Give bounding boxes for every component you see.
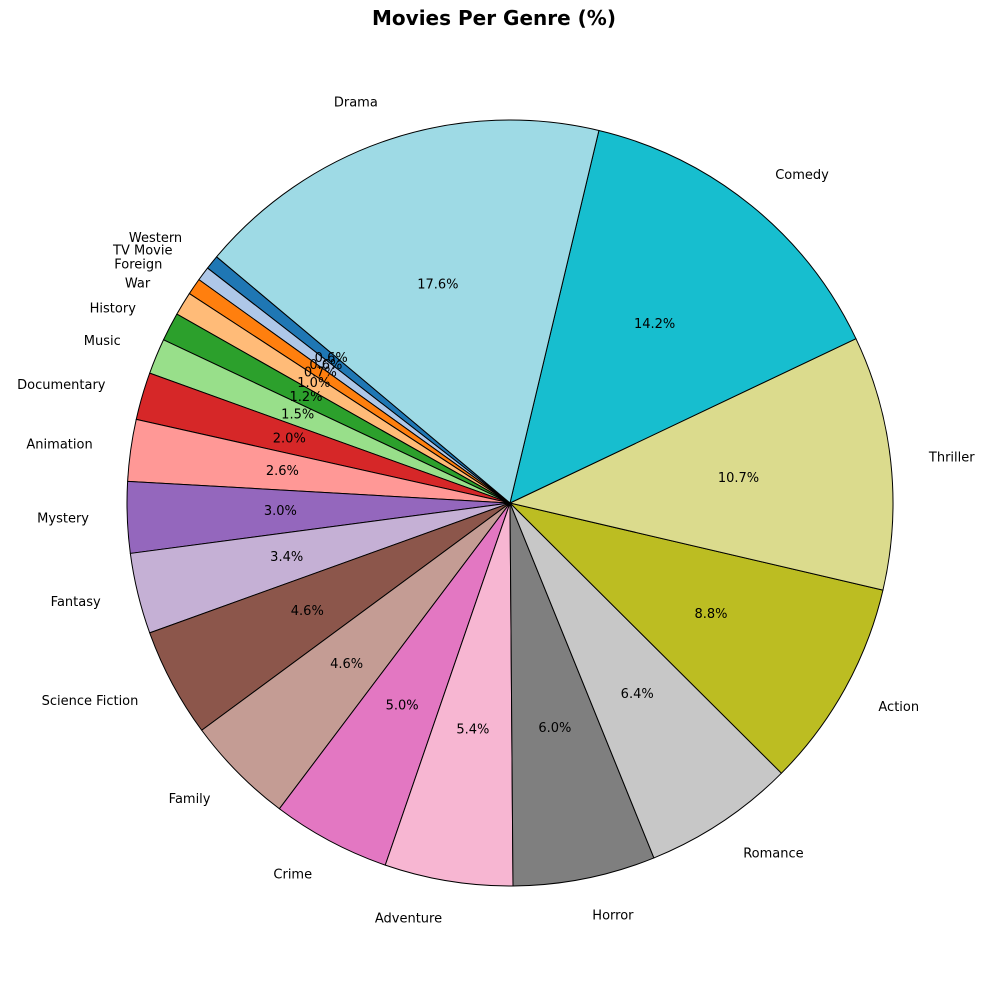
percent-label-romance: 6.4% — [621, 687, 654, 702]
category-label-romance: Romance — [743, 846, 803, 861]
category-label-history: History — [90, 302, 137, 317]
category-label-mystery: Mystery — [37, 511, 89, 526]
pie-slices — [126, 119, 894, 887]
percent-label-thriller: 10.7% — [718, 471, 759, 486]
percent-label-science-fiction: 4.6% — [291, 604, 324, 619]
percent-label-western: 0.6% — [315, 351, 348, 366]
category-label-western: Western — [129, 231, 182, 246]
category-label-thriller: Thriller — [928, 451, 975, 466]
pie-slice-romance — [509, 502, 782, 859]
chart-title: Movies Per Genre (%) — [372, 6, 616, 30]
category-label-foreign: Foreign — [114, 257, 162, 272]
category-label-fantasy: Fantasy — [51, 595, 101, 610]
category-label-comedy: Comedy — [775, 168, 829, 183]
category-label-adventure: Adventure — [375, 911, 442, 926]
category-label-family: Family — [169, 792, 211, 807]
percent-label-mystery: 3.0% — [264, 504, 297, 519]
category-label-documentary: Documentary — [17, 378, 106, 393]
percent-label-animation: 2.6% — [266, 464, 299, 479]
percent-label-documentary: 2.0% — [273, 431, 306, 446]
category-label-crime: Crime — [273, 867, 312, 882]
percent-labels: 0.6%0.6%0.7%1.0%1.2% 1.5% 2.0% 2.6% 3.0% 3.4%… — [264, 277, 759, 737]
pie-slice-action — [509, 502, 884, 774]
percent-label-adventure: 5.4% — [456, 722, 489, 737]
category-label-war: War — [125, 276, 151, 291]
category-label-horror: Horror — [592, 909, 634, 924]
percent-label-family: 4.6% — [330, 657, 363, 672]
percent-label-comedy: 14.2% — [634, 317, 675, 332]
percent-label-fantasy: 3.4% — [270, 550, 303, 565]
percent-label-foreign: 0.7% — [304, 366, 337, 381]
percent-label-drama: 17.6% — [417, 277, 458, 292]
percent-label-history: 1.2% — [289, 390, 322, 405]
category-label-music: Music — [84, 334, 121, 349]
category-label-tv-movie: TV Movie — [112, 243, 172, 258]
pie-slice-horror — [509, 502, 655, 887]
pie-slice-drama — [216, 119, 600, 504]
category-label-drama: Drama — [334, 96, 378, 111]
category-label-animation: Animation — [26, 437, 92, 452]
percent-label-war: 1.0% — [297, 376, 330, 391]
category-label-action: Action — [878, 700, 919, 715]
pie-slice-comedy — [509, 129, 857, 504]
percent-label-action: 8.8% — [694, 607, 727, 622]
percent-label-music: 1.5% — [281, 408, 314, 423]
percent-label-tv-movie: 0.6% — [309, 358, 342, 373]
category-label-science-fiction: Science Fiction — [42, 694, 139, 709]
percent-label-horror: 6.0% — [538, 721, 571, 736]
pie-slice-thriller — [509, 338, 894, 591]
percent-label-crime: 5.0% — [386, 698, 419, 713]
